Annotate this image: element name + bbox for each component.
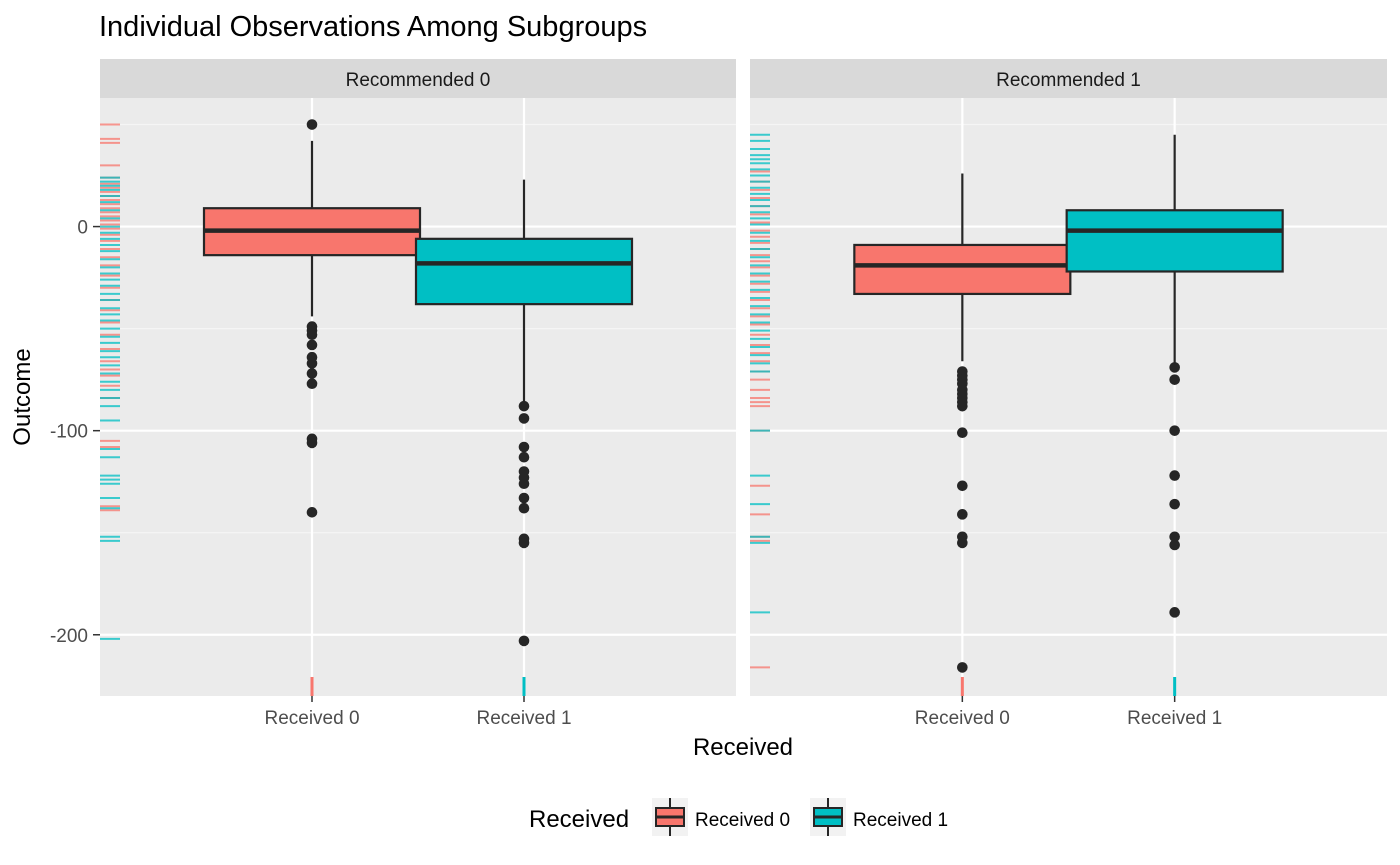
outlier-point xyxy=(306,507,318,518)
y-axis: 0 -100 -200 xyxy=(50,218,100,647)
outlier-point xyxy=(1169,498,1180,510)
outlier-point xyxy=(518,478,530,490)
outlier-point xyxy=(518,635,530,647)
rug-received-0 xyxy=(100,123,120,512)
outlier-point xyxy=(957,480,968,492)
facet-strip-label: Recommended 0 xyxy=(346,70,491,91)
panel-background xyxy=(750,98,1387,696)
outlier-point xyxy=(306,358,318,369)
legend-title: Received xyxy=(529,806,629,833)
y-tick-label: -200 xyxy=(50,626,88,647)
outlier-point xyxy=(306,378,318,390)
outlier-point xyxy=(957,400,968,412)
box-received-1 xyxy=(414,179,634,696)
box-iqr xyxy=(414,237,634,306)
outlier-point xyxy=(957,662,968,673)
outlier-point xyxy=(306,119,318,130)
y-tick-label: -100 xyxy=(50,422,88,443)
box-iqr xyxy=(1065,209,1284,273)
facet-strip-label: Recommended 1 xyxy=(996,70,1141,91)
outlier-point xyxy=(1169,539,1180,551)
outlier-point xyxy=(518,441,530,453)
outlier-point xyxy=(518,537,530,549)
legend-label: Received 1 xyxy=(853,810,948,831)
box-iqr xyxy=(853,243,1072,296)
x-tick-label: Received 0 xyxy=(264,708,359,729)
legend-entry: Received 1 xyxy=(810,798,948,836)
outlier-point xyxy=(957,509,968,520)
chart-title: Individual Observations Among Subgroups xyxy=(99,11,647,43)
rug-received-0 xyxy=(750,170,770,669)
outlier-point xyxy=(1169,607,1180,618)
outlier-point xyxy=(518,413,530,424)
x-tick-label: Received 1 xyxy=(476,708,571,729)
outlier-point xyxy=(518,400,530,412)
outlier-point xyxy=(518,451,530,463)
x-tick-label: Received 1 xyxy=(1127,708,1222,729)
outlier-point xyxy=(1169,374,1180,385)
box-received-1 xyxy=(1065,134,1284,696)
y-axis-title: Outcome xyxy=(9,348,36,445)
outlier-point xyxy=(306,368,318,379)
outlier-point xyxy=(518,502,530,514)
outlier-point xyxy=(1169,531,1180,543)
outlier-point xyxy=(1169,362,1180,373)
outlier-point xyxy=(957,537,968,549)
rug-received-1 xyxy=(100,176,120,640)
panel-1: Recommended 0 Received 0 Received 1 xyxy=(100,59,736,729)
outlier-point xyxy=(518,492,530,504)
box-received-0 xyxy=(853,173,1072,696)
panel-background xyxy=(100,98,736,696)
panel-2: Recommended 1 Received 0 Received 1 xyxy=(750,59,1387,729)
legend: Received Received 0 Received 1 xyxy=(529,798,948,836)
outlier-point xyxy=(306,339,318,351)
legend-entry: Received 0 xyxy=(652,798,790,836)
x-axis-title: Received xyxy=(693,734,793,761)
outlier-point xyxy=(1169,425,1180,436)
rug-received-1 xyxy=(750,133,770,614)
box-received-0 xyxy=(202,119,422,696)
x-tick-label: Received 0 xyxy=(915,708,1010,729)
legend-label: Received 0 xyxy=(695,810,790,831)
outlier-point xyxy=(957,427,968,439)
facet-strip xyxy=(750,59,1387,98)
facet-strip xyxy=(100,59,736,98)
outlier-point xyxy=(1169,470,1180,481)
outlier-point xyxy=(306,437,318,449)
outlier-point xyxy=(306,329,318,341)
y-tick-label: 0 xyxy=(77,218,88,239)
